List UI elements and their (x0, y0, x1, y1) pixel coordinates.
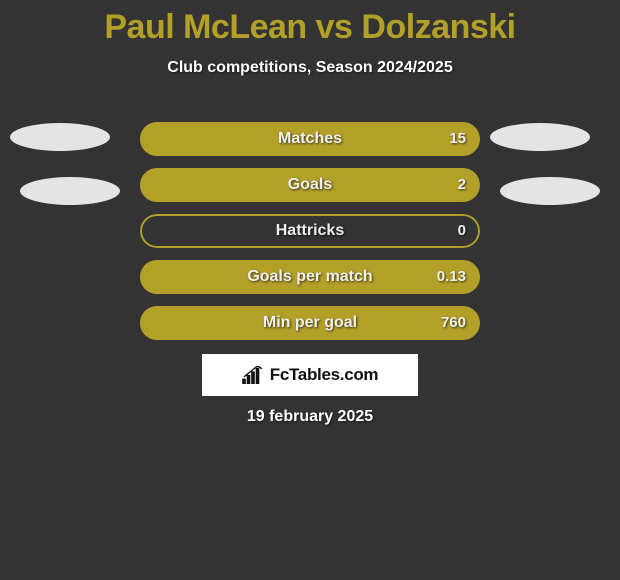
player-photo-placeholder (20, 177, 120, 205)
logo-text: FcTables.com (270, 365, 379, 385)
stat-value-right: 2 (458, 168, 466, 202)
chart-icon (242, 366, 264, 384)
stat-row: Hattricks0 (140, 214, 480, 248)
stat-label: Hattricks (140, 214, 480, 248)
stats-table: Matches15 Goals2 Hattricks0 Goals per match… (140, 122, 480, 352)
bar-right (140, 306, 480, 340)
stat-value-right: 15 (449, 122, 466, 156)
bar-right (140, 260, 480, 294)
stat-value-right: 0 (458, 214, 466, 248)
row-border (140, 214, 480, 248)
title: Paul McLean vs Dolzanski (0, 0, 620, 47)
player-photo-placeholder (10, 123, 110, 151)
stat-value-right: 760 (441, 306, 466, 340)
stat-value-right: 0.13 (437, 260, 466, 294)
stat-row: Matches15 (140, 122, 480, 156)
subtitle: Club competitions, Season 2024/2025 (0, 47, 620, 77)
player-photo-placeholder (500, 177, 600, 205)
bar-right (140, 168, 480, 202)
bar-right (140, 122, 480, 156)
stat-row: Goals per match0.13 (140, 260, 480, 294)
stat-row: Min per goal760 (140, 306, 480, 340)
stat-row: Goals2 (140, 168, 480, 202)
player-photo-placeholder (490, 123, 590, 151)
comparison-card: Paul McLean vs Dolzanski Club competitio… (0, 0, 620, 580)
date: 19 february 2025 (0, 408, 620, 426)
fctables-logo[interactable]: FcTables.com (202, 354, 418, 396)
